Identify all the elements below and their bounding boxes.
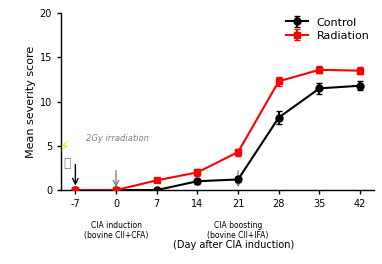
Text: CIA induction
(bovine CII+CFA): CIA induction (bovine CII+CFA) [84, 221, 148, 241]
Text: 2Gy irradiation: 2Gy irradiation [86, 134, 149, 143]
Legend: Control, Radiation: Control, Radiation [283, 15, 372, 43]
Text: CIA boosting
(bovine CII+IFA): CIA boosting (bovine CII+IFA) [207, 221, 269, 241]
Text: ⚡: ⚡ [60, 141, 70, 155]
Y-axis label: Mean severity score: Mean severity score [26, 45, 36, 158]
Text: (Day after CIA induction): (Day after CIA induction) [173, 240, 294, 249]
Text: 🕊: 🕊 [63, 157, 70, 170]
